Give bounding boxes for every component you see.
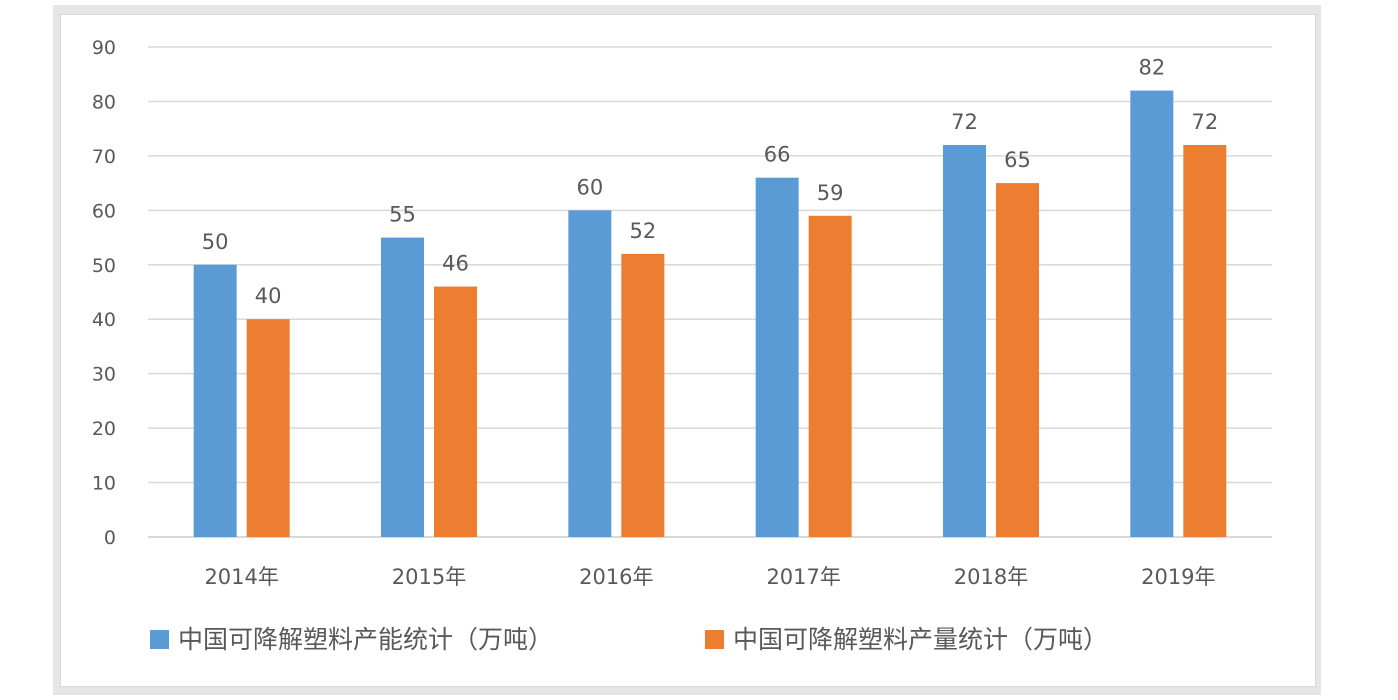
- bar-output: [434, 286, 477, 537]
- data-label: 59: [817, 181, 844, 205]
- y-tick-label: 0: [104, 527, 116, 549]
- y-tick-label: 60: [92, 200, 116, 222]
- legend-swatch-output: [705, 630, 724, 649]
- x-tick-label: 2016年: [579, 565, 653, 589]
- data-label: 65: [1004, 148, 1031, 172]
- bar-capacity: [943, 145, 986, 537]
- y-tick-label: 80: [92, 91, 116, 113]
- x-tick-label: 2014年: [204, 565, 278, 589]
- bar-output: [621, 253, 665, 537]
- legend-swatch-capacity: [150, 630, 169, 649]
- data-label: 40: [255, 284, 282, 308]
- bar-capacity: [568, 210, 612, 538]
- bar-output: [246, 319, 290, 537]
- y-tick-label: 10: [92, 473, 116, 495]
- data-label: 72: [951, 110, 978, 134]
- data-label: 72: [1191, 110, 1218, 134]
- bar-output: [1183, 145, 1227, 537]
- y-tick-label: 30: [92, 364, 116, 386]
- x-tick-label: 2017年: [766, 565, 840, 589]
- x-tick-label: 2018年: [954, 565, 1028, 589]
- y-tick-label: 40: [92, 309, 116, 331]
- data-label: 52: [629, 219, 656, 243]
- bar-capacity: [1130, 90, 1174, 538]
- data-label: 66: [764, 143, 791, 167]
- y-tick-label: 90: [92, 37, 116, 59]
- bar-capacity: [381, 237, 424, 538]
- y-tick-label: 70: [92, 146, 116, 168]
- data-label: 50: [202, 230, 229, 254]
- legend-label: 中国可降解塑料产量统计（万吨）: [733, 625, 1108, 654]
- y-tick-label: 50: [92, 255, 116, 277]
- y-tick-label: 20: [92, 418, 116, 440]
- legend-label: 中国可降解塑料产能统计（万吨）: [178, 625, 553, 654]
- bar-capacity: [755, 177, 799, 537]
- bar-output: [808, 215, 852, 537]
- x-tick-label: 2019年: [1141, 565, 1215, 589]
- x-tick-label: 2015年: [392, 565, 466, 589]
- bar-capacity: [193, 264, 237, 537]
- bar-output: [996, 183, 1039, 537]
- data-label: 55: [389, 203, 416, 227]
- data-label: 46: [442, 252, 469, 276]
- data-label: 60: [576, 175, 603, 199]
- data-label: 82: [1138, 56, 1165, 80]
